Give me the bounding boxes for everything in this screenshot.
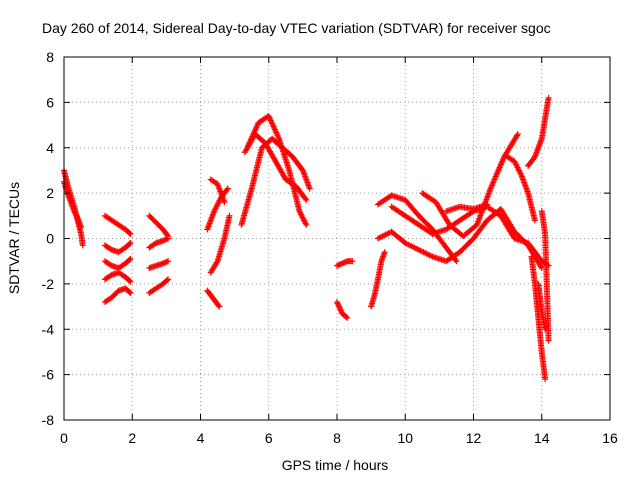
data-point <box>72 210 79 217</box>
data-point <box>545 337 552 344</box>
data-point <box>165 258 172 265</box>
data-point <box>165 276 172 283</box>
y-tick-label: 6 <box>46 94 54 110</box>
data-point <box>514 131 521 138</box>
data-point <box>226 212 233 219</box>
y-tick-label: -6 <box>42 367 55 383</box>
data-point <box>381 249 388 256</box>
data-point <box>126 256 133 263</box>
data-point <box>107 272 114 279</box>
data-point <box>531 217 538 224</box>
data-points <box>61 94 552 383</box>
data-point <box>78 224 85 231</box>
data-point <box>126 240 133 247</box>
x-tick-label: 8 <box>333 430 341 446</box>
data-point <box>71 209 78 216</box>
y-tick-label: -2 <box>42 276 55 292</box>
y-tick-label: -8 <box>42 412 55 428</box>
data-point <box>151 240 158 247</box>
x-axis-label: GPS time / hours <box>282 457 389 473</box>
data-point <box>127 255 134 262</box>
data-point <box>79 242 86 249</box>
data-point <box>542 326 549 333</box>
x-tick-label: 14 <box>534 430 550 446</box>
data-point <box>306 185 313 192</box>
data-point <box>453 258 460 265</box>
data-point <box>73 212 80 219</box>
data-point <box>73 213 80 220</box>
x-tick-label: 16 <box>602 430 618 446</box>
x-tick-label: 2 <box>128 430 136 446</box>
data-point <box>302 195 309 202</box>
data-point <box>224 185 231 192</box>
x-tick-label: 6 <box>265 430 273 446</box>
data-point <box>542 376 549 383</box>
x-tick-label: 0 <box>60 430 68 446</box>
data-point <box>215 302 222 309</box>
grid <box>64 57 610 420</box>
y-axis-label: SDTVAR / TECUs <box>6 182 22 294</box>
data-point <box>545 94 552 101</box>
data-point <box>303 196 310 203</box>
data-point <box>127 289 134 296</box>
chart-title: Day 260 of 2014, Sidereal Day-to-day VTE… <box>42 20 551 36</box>
data-point <box>127 240 134 247</box>
data-point <box>344 314 351 321</box>
data-point <box>71 208 78 215</box>
data-point <box>349 258 356 265</box>
data-point <box>126 277 133 284</box>
data-point <box>164 277 171 284</box>
x-tick-label: 12 <box>466 430 482 446</box>
data-point <box>216 303 223 310</box>
data-point <box>165 235 172 242</box>
data-point <box>303 221 310 228</box>
y-tick-label: -4 <box>42 321 55 337</box>
y-tick-label: 2 <box>46 185 54 201</box>
data-point <box>107 245 114 252</box>
axis-ticks: 0 2 4 6 8 10 12 14 16 -8 -6 -4 -2 0 2 4 6 8 <box>42 49 618 446</box>
data-point <box>484 201 491 208</box>
x-tick-label: 10 <box>397 430 413 446</box>
data-point <box>343 313 350 320</box>
y-tick-label: 8 <box>46 49 54 65</box>
data-point <box>126 289 133 296</box>
data-point <box>126 230 133 237</box>
x-tick-label: 4 <box>197 430 205 446</box>
data-point <box>107 261 114 268</box>
data-point <box>127 230 134 237</box>
y-tick-label: 0 <box>46 231 54 247</box>
data-point <box>223 186 230 193</box>
y-tick-label: 4 <box>46 140 54 156</box>
data-point <box>221 199 228 206</box>
data-point <box>127 278 134 285</box>
data-point <box>452 256 459 263</box>
